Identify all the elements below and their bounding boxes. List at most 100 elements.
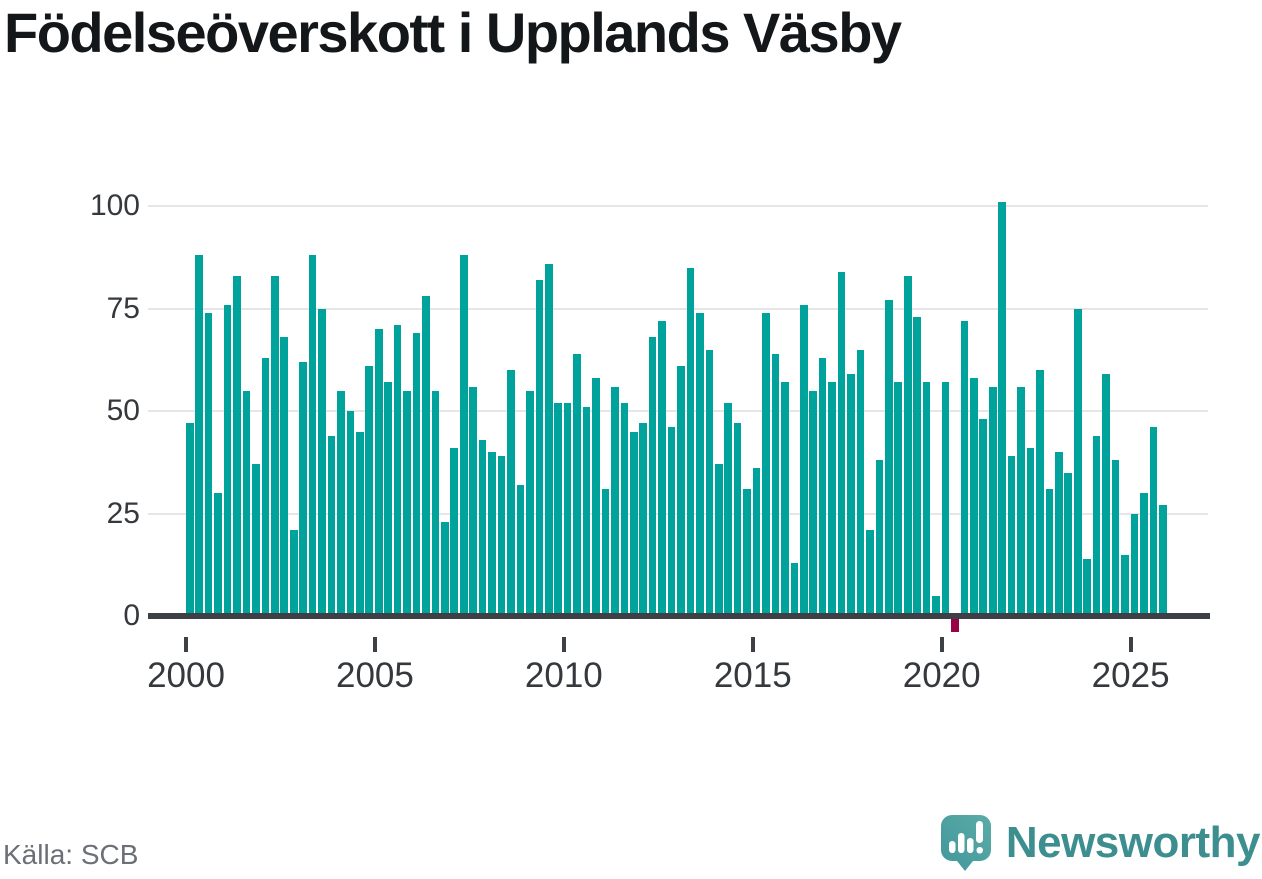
- bar-2004-Q4: [365, 366, 374, 616]
- bar-2012-Q1: [639, 423, 647, 616]
- bar-2018-Q2: [875, 460, 884, 616]
- x-axis-line: [148, 613, 1210, 619]
- bar-2009-Q2: [535, 279, 544, 616]
- bar-2005-Q2: [384, 382, 392, 616]
- bar-2015-Q3: [771, 353, 780, 616]
- source-note: Källa: SCB: [3, 839, 139, 870]
- bar-2016-Q1: [790, 562, 799, 616]
- bar-2011-Q2: [611, 386, 619, 616]
- y-axis-label-75: 75: [106, 291, 140, 325]
- x-axis-label-2005: 2005: [335, 656, 414, 695]
- bar-2000-Q3: [204, 312, 213, 616]
- y-axis-label-25: 25: [106, 496, 140, 530]
- bar-2014-Q2: [724, 402, 733, 616]
- bar-2005-Q3: [393, 325, 402, 616]
- bar-2014-Q3: [733, 423, 742, 616]
- bar-2018-Q3: [885, 300, 893, 616]
- x-tick-2000: [184, 637, 188, 652]
- bar-2012-Q4: [667, 427, 676, 616]
- bar-2013-Q3: [696, 312, 704, 616]
- bar-2010-Q2: [573, 353, 581, 616]
- bar-2025-Q3: [1149, 427, 1158, 616]
- bar-2014-Q1: [714, 464, 723, 616]
- y-axis-label-100: 100: [89, 189, 140, 223]
- bar-2022-Q4: [1045, 488, 1054, 616]
- bar-2017-Q2: [837, 271, 846, 616]
- gridline-75: [148, 307, 1208, 310]
- bar-2016-Q2: [800, 304, 808, 616]
- bar-2009-Q3: [544, 263, 553, 616]
- chart-title: Födelseöverskott i Upplands Väsby: [4, 1, 902, 64]
- bar-2009-Q4: [554, 402, 562, 616]
- bar-2020-Q1: [941, 382, 950, 616]
- x-tick-2020: [939, 637, 944, 652]
- bar-2025-Q2: [1140, 493, 1148, 616]
- bar-2000-Q4: [214, 493, 222, 616]
- gridline-100: [148, 205, 1208, 208]
- bar-2010-Q4: [592, 378, 600, 616]
- bar-2024-Q4: [1121, 554, 1129, 616]
- y-axis-label-50: 50: [106, 394, 140, 428]
- bar-2014-Q4: [743, 488, 751, 616]
- bar-2003-Q1: [299, 361, 307, 616]
- bar-2023-Q4: [1083, 558, 1091, 616]
- bar-2008-Q1: [488, 452, 496, 616]
- bar-2011-Q3: [620, 402, 629, 616]
- bar-2012-Q3: [658, 320, 666, 616]
- bar-2003-Q4: [327, 435, 336, 616]
- bar-2001-Q4: [252, 464, 260, 616]
- bar-2007-Q2: [459, 255, 468, 616]
- bar-2002-Q1: [261, 357, 270, 616]
- bar-2007-Q3: [469, 386, 477, 616]
- x-tick-2005: [372, 637, 377, 652]
- bar-2000-Q1: [186, 423, 194, 616]
- bar-2019-Q3: [922, 382, 931, 616]
- bar-2017-Q4: [856, 349, 865, 616]
- y-axis-label-0: 0: [123, 599, 140, 632]
- bar-2013-Q1: [677, 366, 685, 616]
- x-axis-label-2025: 2025: [1091, 656, 1170, 695]
- bar-2020-Q3: [960, 320, 969, 616]
- bar-2002-Q2: [271, 275, 279, 616]
- bar-2015-Q4: [781, 382, 789, 616]
- bar-2010-Q1: [563, 402, 572, 616]
- bar-2025-Q4: [1158, 505, 1167, 616]
- bar-2020-Q4: [970, 378, 978, 616]
- bar-2008-Q3: [507, 370, 515, 616]
- x-tick-2010: [561, 637, 566, 652]
- bar-2025-Q1: [1130, 513, 1139, 616]
- bar-2002-Q4: [289, 529, 298, 616]
- x-axis-label-2015: 2015: [713, 656, 792, 695]
- x-axis-label-2020: 2020: [902, 656, 981, 695]
- bar-2001-Q3: [242, 390, 251, 616]
- bar-2009-Q1: [526, 390, 534, 616]
- bar-2024-Q3: [1111, 460, 1120, 616]
- bar-2008-Q2: [497, 456, 506, 616]
- bar-2022-Q2: [1026, 447, 1035, 616]
- bar-2015-Q2: [762, 312, 770, 616]
- bar-2004-Q3: [356, 431, 364, 616]
- bar-2002-Q3: [280, 337, 289, 616]
- bar-2021-Q4: [1007, 456, 1016, 616]
- bar-2013-Q4: [705, 349, 714, 616]
- bar-2001-Q2: [233, 275, 241, 616]
- bar-2012-Q2: [648, 337, 657, 616]
- bar-2006-Q1: [412, 333, 421, 616]
- bar-2023-Q2: [1064, 472, 1073, 616]
- bar-2020-Q2: [951, 616, 959, 633]
- bar-2022-Q3: [1036, 370, 1044, 616]
- bar-2021-Q1: [979, 419, 988, 616]
- bar-2001-Q1: [223, 304, 232, 616]
- bar-2024-Q1: [1092, 435, 1101, 616]
- bar-2018-Q1: [866, 529, 874, 616]
- bar-2022-Q1: [1017, 386, 1025, 616]
- x-tick-2015: [750, 637, 755, 652]
- x-axis-label-2000: 2000: [147, 656, 225, 695]
- newsworthy-logo-text: Newsworthy: [1005, 818, 1261, 867]
- bar-2011-Q1: [601, 488, 610, 616]
- bar-2015-Q1: [752, 468, 761, 616]
- x-axis-label-2010: 2010: [524, 656, 603, 695]
- newsworthy-logo-icon: [940, 815, 991, 871]
- bar-2006-Q2: [422, 296, 430, 616]
